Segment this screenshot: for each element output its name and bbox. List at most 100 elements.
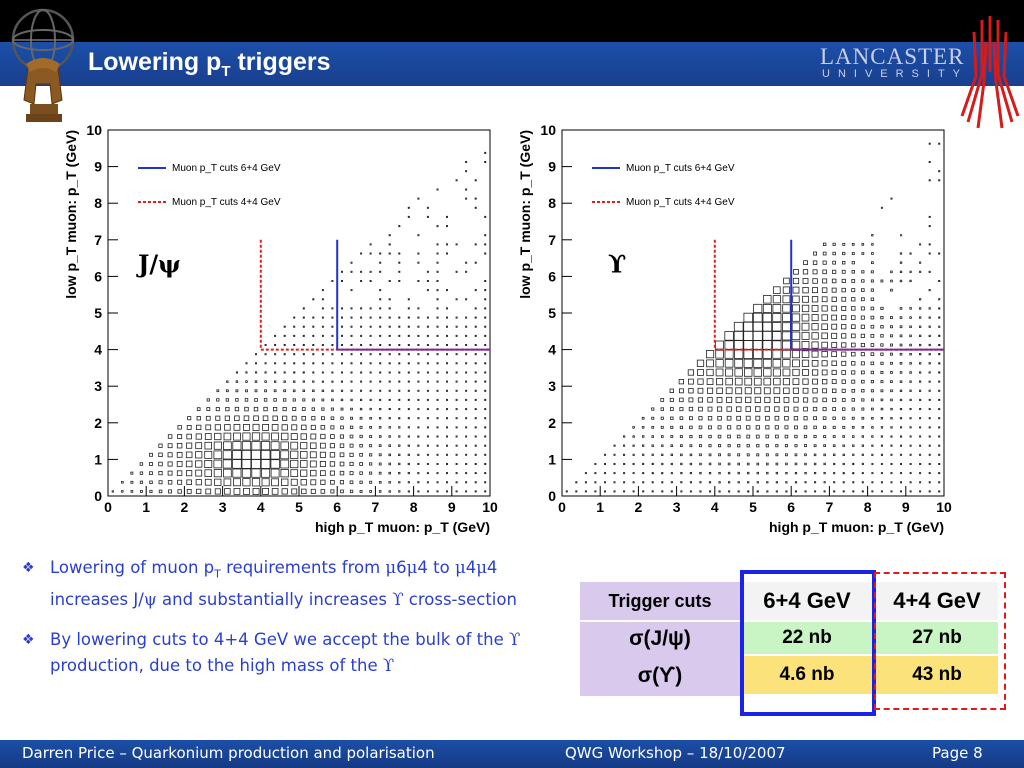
- heatmap-bin: [167, 470, 173, 476]
- heatmap-bin: [445, 408, 448, 411]
- heatmap-bin: [919, 398, 922, 401]
- heatmap-bin: [861, 435, 865, 438]
- heatmap-bin: [484, 234, 487, 237]
- heatmap-bin: [706, 378, 714, 386]
- heatmap-bin: [890, 481, 893, 484]
- diamond-bullet-icon: ❖: [22, 560, 35, 576]
- heatmap-bin: [301, 415, 306, 421]
- heatmap-bin: [938, 426, 941, 429]
- heatmap-bin: [708, 481, 712, 484]
- heatmap-bin: [233, 423, 241, 431]
- heatmap-bin: [484, 472, 487, 475]
- heatmap-bin: [291, 488, 298, 495]
- heatmap-bin: [455, 270, 458, 273]
- bullet-text: 6: [396, 558, 407, 577]
- heatmap-bin: [928, 444, 931, 447]
- heatmap-bin: [455, 389, 458, 392]
- heatmap-bin: [687, 369, 694, 376]
- heatmap-bin: [764, 396, 771, 403]
- heatmap-bin: [407, 408, 410, 411]
- heatmap-bin: [417, 453, 420, 456]
- heatmap-bin: [271, 432, 280, 441]
- heatmap-bin: [899, 352, 903, 356]
- heatmap-bin: [474, 481, 477, 484]
- heatmap-bin: [823, 435, 827, 438]
- heatmap-bin: [746, 462, 750, 466]
- heatmap-bin: [831, 287, 837, 293]
- heatmap-bin: [465, 398, 468, 401]
- heatmap-bin: [130, 480, 134, 484]
- x-tick-label: 5: [749, 499, 757, 515]
- heatmap-bin: [388, 417, 391, 420]
- heatmap-bin: [436, 279, 439, 282]
- heatmap-bin: [938, 444, 941, 447]
- heatmap-bin: [918, 298, 922, 301]
- table-row-upsilon-label: σ(ϒ): [580, 656, 740, 696]
- heatmap-bin: [928, 270, 931, 273]
- heatmap-bin: [388, 462, 391, 466]
- heatmap-bin: [811, 323, 819, 331]
- heatmap-bin: [455, 179, 458, 182]
- heatmap-bin: [139, 471, 144, 475]
- heatmap-bin: [861, 416, 865, 420]
- heatmap-bin: [474, 472, 477, 475]
- heatmap-bin: [756, 490, 759, 493]
- x-tick-label: 7: [826, 499, 834, 515]
- particle-annotation: ϒ: [608, 250, 626, 279]
- heatmap-bin: [465, 417, 468, 420]
- heatmap-bin: [785, 490, 788, 493]
- heatmap-bin: [312, 334, 315, 337]
- heatmap-bin: [756, 453, 760, 457]
- heatmap-bin: [484, 389, 487, 392]
- heatmap-bin: [880, 389, 884, 393]
- heatmap-bin: [919, 490, 922, 493]
- heatmap-bin: [831, 360, 837, 366]
- heatmap-bin: [388, 389, 391, 392]
- heatmap-bin: [407, 334, 410, 337]
- heatmap-bin: [802, 397, 809, 403]
- heatmap-bin: [784, 453, 788, 457]
- bullet-text: 4: [465, 558, 477, 577]
- heatmap-bin: [604, 472, 607, 475]
- heatmap-bin: [833, 481, 836, 484]
- heatmap-bin: [794, 462, 798, 466]
- heatmap-bin: [762, 358, 772, 368]
- heatmap-bin: [860, 324, 865, 329]
- title-text-end: triggers: [230, 48, 331, 76]
- heatmap-bin: [331, 380, 334, 383]
- heatmap-bin: [660, 435, 664, 438]
- heatmap-bin: [623, 453, 626, 456]
- heatmap-bin: [928, 325, 931, 328]
- heatmap-bin: [272, 415, 278, 421]
- heatmap-bin: [436, 325, 439, 328]
- heatmap-bin: [802, 295, 809, 303]
- heatmap-bin: [379, 362, 382, 365]
- heatmap-bin: [149, 489, 153, 493]
- heatmap-bin: [359, 443, 363, 448]
- heatmap-bin: [474, 307, 477, 310]
- heatmap-bin: [623, 472, 626, 475]
- heatmap-bin: [707, 416, 713, 421]
- heatmap-bin: [273, 389, 277, 393]
- heatmap-bin: [330, 425, 335, 430]
- heatmap-bin: [445, 289, 448, 292]
- heatmap-bin: [350, 371, 353, 374]
- heatmap-bin: [938, 389, 941, 392]
- heatmap-bin: [271, 478, 280, 487]
- heatmap-bin: [772, 304, 782, 313]
- heatmap-bin: [445, 362, 448, 365]
- heatmap-bin: [379, 398, 382, 401]
- heatmap-bin: [928, 225, 931, 228]
- y-tick-label: 6: [548, 268, 556, 284]
- heatmap-bin: [842, 462, 845, 466]
- heatmap-bin: [928, 215, 931, 218]
- heatmap-bin: [378, 490, 382, 493]
- heatmap-bin: [737, 453, 741, 457]
- heatmap-bin: [205, 415, 211, 421]
- heatmap-bin: [821, 369, 828, 376]
- heatmap-bin: [282, 398, 287, 402]
- heatmap-bin: [369, 453, 373, 457]
- heatmap-bin: [688, 388, 694, 394]
- heatmap-bin: [360, 279, 363, 282]
